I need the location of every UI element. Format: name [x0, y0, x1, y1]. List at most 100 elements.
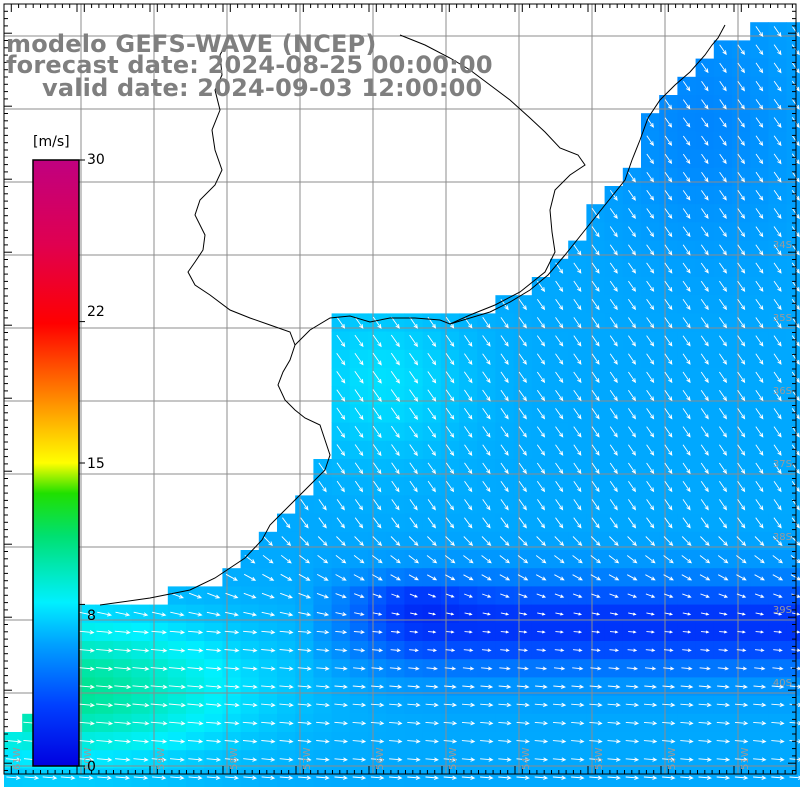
wind-vector-arrow [391, 462, 400, 475]
wind-vector-arrow [206, 739, 222, 744]
wind-vector-arrow [297, 739, 312, 744]
wind-vector-arrow [609, 499, 618, 511]
wind-vector-arrow [646, 389, 655, 402]
wind-vector-arrow [536, 389, 546, 402]
wind-vector-arrow [737, 371, 746, 384]
wind-vector-arrow [372, 425, 382, 439]
wind-vector-arrow [628, 226, 637, 238]
wind-vector-arrow [554, 555, 565, 564]
wind-vector-arrow [701, 62, 709, 74]
wind-speed-cell [786, 531, 800, 551]
wind-vector-arrow [114, 666, 132, 671]
wind-vector-arrow [224, 648, 240, 653]
wind-vector-arrow [464, 612, 473, 616]
wind-vector-arrow [572, 648, 583, 652]
wind-vector-arrow [698, 775, 712, 780]
wind-vector-arrow [151, 757, 167, 762]
wind-vector-arrow [425, 702, 439, 708]
wind-vector-arrow [719, 208, 727, 219]
wind-vector-arrow [336, 425, 346, 439]
wind-vector-arrow [753, 721, 767, 726]
wind-vector-arrow [243, 573, 257, 581]
wind-vector-arrow [682, 648, 692, 652]
wind-vector-arrow [354, 536, 364, 547]
wind-vector-arrow [425, 775, 439, 780]
wind-vector-arrow [664, 153, 673, 165]
wind-vector-arrow [773, 317, 782, 329]
wind-vector-arrow [609, 262, 618, 274]
wind-vector-arrow [628, 426, 636, 438]
wind-vector-arrow [316, 666, 330, 671]
wind-speed-cell [786, 604, 800, 624]
wind-vector-arrow [701, 99, 709, 110]
wind-vector-arrow [518, 389, 527, 402]
wind-vector-arrow [78, 630, 95, 635]
wind-vector-arrow [445, 389, 455, 402]
wind-vector-arrow [391, 612, 401, 616]
wind-vector-arrow [573, 462, 582, 475]
wind-vector-arrow [114, 648, 132, 653]
wind-vector-arrow [482, 353, 491, 365]
wind-vector-arrow [646, 208, 655, 219]
wind-vector-arrow [96, 684, 114, 690]
wind-speed-cell [786, 167, 800, 187]
wind-vector-arrow [445, 593, 455, 598]
wind-vector-arrow [444, 555, 456, 564]
wind-vector-arrow [261, 630, 276, 635]
wind-speed-cell [786, 22, 800, 41]
wind-vector-arrow [682, 444, 691, 456]
wind-vector-arrow [464, 593, 473, 598]
wind-vector-arrow [390, 536, 401, 547]
wind-vector-arrow [498, 721, 512, 726]
wind-vector-arrow [261, 611, 276, 617]
wind-vector-arrow [391, 316, 400, 329]
wind-vector-arrow [754, 666, 766, 671]
wind-vector-arrow [334, 775, 348, 780]
longitude-label: 55W [448, 747, 459, 770]
wind-vector-arrow [335, 612, 347, 617]
wind-vector-arrow [700, 593, 710, 598]
wind-vector-arrow [354, 462, 364, 475]
wind-vector-arrow [645, 536, 656, 547]
wind-vector-arrow [552, 721, 567, 726]
wind-vector-arrow [736, 536, 747, 547]
wind-vector-arrow [719, 62, 727, 74]
wind-vector-arrow [628, 612, 637, 616]
wind-vector-arrow [699, 574, 711, 581]
wind-vector-arrow [737, 499, 746, 511]
wind-vector-arrow [737, 190, 745, 201]
wind-vector-arrow [700, 244, 709, 256]
wind-vector-arrow [700, 280, 709, 292]
wind-vector-arrow [445, 536, 455, 547]
wind-vector-arrow [224, 666, 240, 671]
wind-vector-arrow [428, 612, 437, 616]
wind-vector-arrow [445, 462, 455, 475]
wind-vector-arrow [555, 426, 564, 438]
wind-vector-arrow [664, 262, 673, 274]
wind-vector-arrow [591, 335, 600, 347]
wind-vector-arrow [664, 499, 673, 511]
wind-vector-arrow [755, 612, 765, 616]
wind-vector-arrow [464, 462, 473, 475]
wind-vector-arrow [609, 371, 618, 384]
wind-vector-arrow [390, 352, 400, 366]
wind-vector-arrow [407, 702, 421, 708]
wind-vector-arrow [627, 536, 637, 547]
wind-vector-arrow [482, 426, 491, 438]
wind-vector-arrow [591, 280, 600, 292]
wind-vector-arrow [755, 135, 764, 147]
wind-vector-arrow [463, 555, 474, 564]
wind-vector-arrow [754, 574, 765, 581]
wind-vector-arrow [553, 684, 566, 689]
wind-vector-arrow [335, 574, 347, 581]
wind-vector-arrow [373, 499, 382, 511]
wind-vector-arrow [773, 117, 782, 128]
wind-vector-arrow [773, 648, 783, 652]
wind-vector-arrow [500, 499, 509, 511]
wind-vector-arrow [536, 353, 546, 365]
wind-vector-arrow [499, 666, 511, 671]
wind-vector-arrow [536, 480, 546, 493]
wind-vector-arrow [133, 630, 149, 635]
wind-vector-arrow [699, 666, 711, 671]
wind-vector-arrow [700, 262, 709, 274]
